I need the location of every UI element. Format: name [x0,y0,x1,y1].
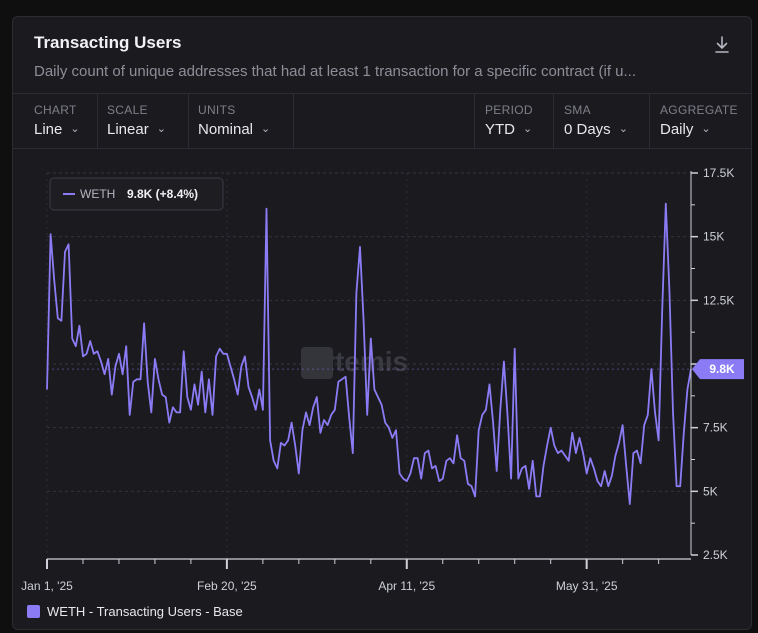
chart-type-dropdown[interactable]: CHART Line ⌄ [24,94,98,148]
chart-type-label: CHART [34,103,77,117]
y-tick-label: 12.5K [703,293,734,307]
widget-subtitle: Daily count of unique addresses that had… [34,63,636,80]
chevron-down-icon: ⌄ [261,123,271,135]
chevron-down-icon: ⌄ [701,123,711,135]
aggregate-value: Daily [660,121,694,138]
legend-label: WETH - Transacting Users - Base [47,604,243,619]
widget-title: Transacting Users [34,33,182,52]
last-value-badge [692,359,744,380]
period-dropdown[interactable]: PERIOD YTD ⌄ [474,94,554,148]
y-tick-label: 7.5K [703,421,728,435]
tooltip-value: 9.8K (+8.4%) [127,187,198,201]
last-value-label: 9.8K [709,362,735,376]
units-label: UNITS [198,103,236,117]
units-dropdown[interactable]: UNITS Nominal ⌄ [188,94,294,148]
units-value: Nominal [198,121,254,138]
series-line-weth [46,202,692,506]
aggregate-label: AGGREGATE [660,103,738,117]
widget-header: Transacting Users Daily count of unique … [13,17,751,93]
y-tick-label: 15K [703,230,724,244]
chevron-down-icon: ⌄ [156,123,166,135]
period-value: YTD [485,121,515,138]
chevron-down-icon: ⌄ [523,123,533,135]
scale-value: Linear [107,121,149,138]
series-tooltip: WETH 9.8K (+8.4%) [49,177,224,211]
period-label: PERIOD [485,103,533,117]
last-value-badge-layer: 9.8K [47,359,744,380]
tooltip-series-name: WETH [80,187,115,201]
scale-dropdown[interactable]: SCALE Linear ⌄ [97,94,189,148]
chevron-down-icon: ⌄ [70,123,80,135]
x-tick-label: Feb 20, '25 [197,579,257,593]
sma-label: SMA [564,103,591,117]
series-layer [46,202,692,506]
download-icon[interactable] [713,35,731,55]
sma-value: 0 Days [564,121,611,138]
y-tick-label: 17.5K [703,166,734,180]
chevron-down-icon: ⌄ [618,123,628,135]
x-tick-label: Jan 1, '25 [21,579,73,593]
scale-label: SCALE [107,103,148,117]
chart-type-value: Line [34,121,63,138]
y-tick-label: 2.5K [703,548,728,562]
chart-controls: CHART Line ⌄ SCALE Linear ⌄ UNITS Nominal ⌄… [13,93,751,149]
legend-swatch [27,605,40,618]
x-tick-label: Apr 11, '25 [378,579,435,593]
x-tick-label: May 31, '25 [556,579,618,593]
sma-dropdown[interactable]: SMA 0 Days ⌄ [553,94,650,148]
artemis-logo-mark [301,347,333,379]
chart-widget: Transacting Users Daily count of unique … [12,16,752,630]
aggregate-dropdown[interactable]: AGGREGATE Daily ⌄ [649,94,751,148]
y-tick-label: 5K [703,484,718,498]
